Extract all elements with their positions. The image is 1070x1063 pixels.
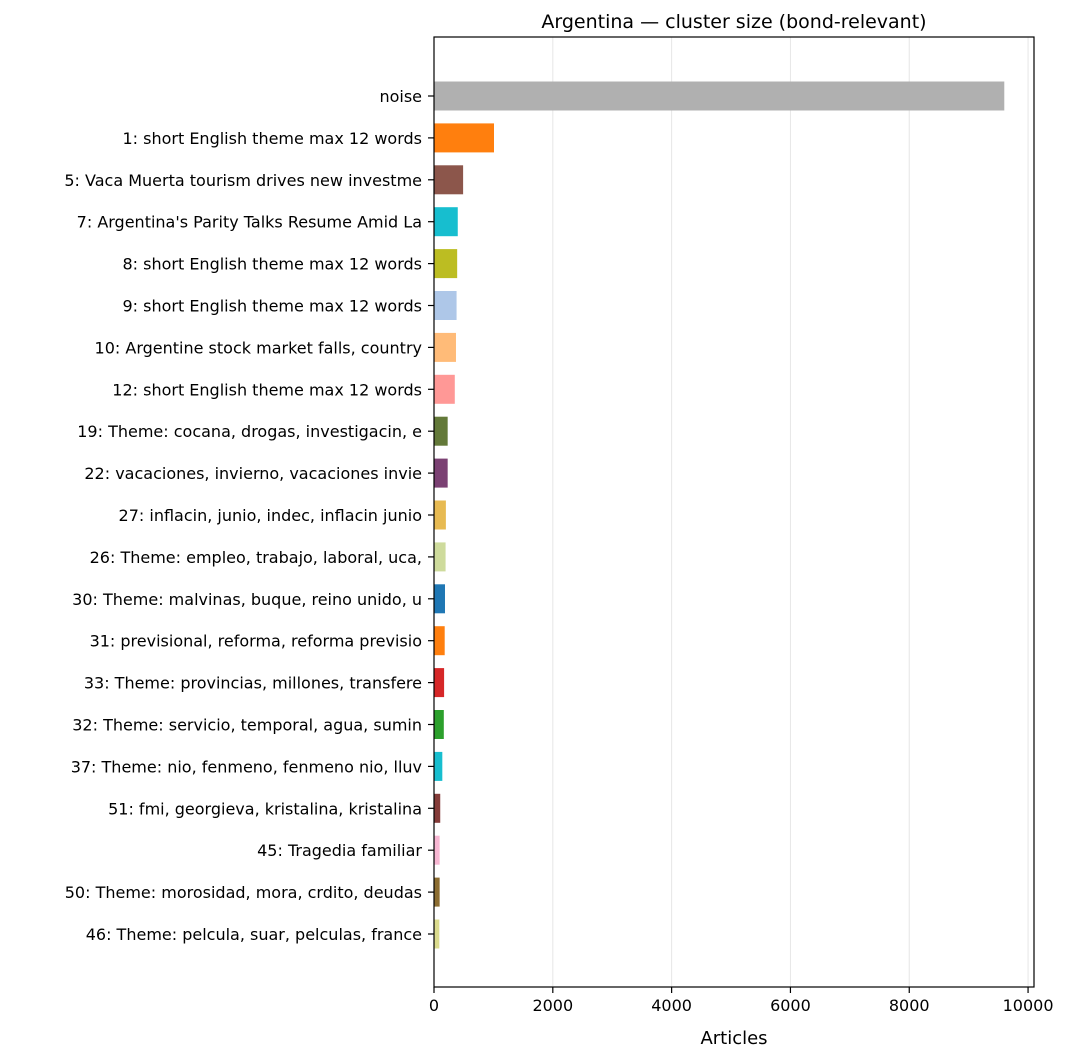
bar: [434, 123, 494, 153]
bar: [434, 81, 1005, 111]
y-tick-label: 1: short English theme max 12 words: [122, 129, 422, 148]
bar: [434, 165, 464, 195]
y-tick-label: 12: short English theme max 12 words: [112, 380, 422, 399]
chart-title: Argentina — cluster size (bond-relevant): [541, 11, 926, 33]
y-tick-label: noise: [379, 87, 422, 106]
bar: [434, 877, 440, 907]
bar: [434, 542, 446, 572]
grid-lines: [552, 37, 1029, 987]
y-tick-label: 45: Tragedia familiar: [257, 841, 422, 860]
bar: [434, 584, 445, 614]
y-tick-label: 10: Argentine stock market falls, countr…: [95, 338, 422, 357]
bar: [434, 374, 455, 404]
y-tick-label: 26: Theme: empleo, trabajo, laboral, uca…: [90, 548, 422, 567]
x-axis-label: Articles: [700, 1028, 767, 1049]
y-tick-label: 31: previsional, reforma, reforma previs…: [90, 632, 422, 651]
y-tick-label: 30: Theme: malvinas, buque, reino unido,…: [72, 590, 422, 609]
x-tick-label: 8000: [889, 996, 930, 1015]
bar: [434, 458, 448, 488]
bar: [434, 710, 444, 739]
x-tick-label: 10000: [1003, 996, 1054, 1015]
y-tick-label: 51: fmi, georgieva, kristalina, kristali…: [108, 799, 422, 818]
bar: [434, 500, 446, 530]
y-tick-label: 7: Argentina's Parity Talks Resume Amid …: [77, 213, 422, 232]
y-tick-label: 5: Vaca Muerta tourism drives new invest…: [64, 171, 422, 190]
y-tick-label: 22: vacaciones, invierno, vacaciones inv…: [84, 464, 422, 483]
bar: [434, 416, 448, 446]
y-tick-label: 50: Theme: morosidad, mora, crdito, deud…: [65, 883, 422, 902]
y-tick-label: 46: Theme: pelcula, suar, pelculas, fran…: [86, 925, 422, 944]
y-tick-label: 32: Theme: servicio, temporal, agua, sum…: [72, 716, 422, 735]
y-tick-label: 19: Theme: cocana, drogas, investigacin,…: [77, 422, 422, 441]
bar: [434, 835, 440, 865]
y-tick-label: 9: short English theme max 12 words: [122, 297, 422, 316]
x-tick-label: 4000: [651, 996, 692, 1015]
bar: [434, 626, 445, 656]
y-tick-label: 27: inflacin, junio, indec, inflacin jun…: [119, 506, 422, 525]
bar: [434, 291, 457, 320]
y-axis: noise 1: short English theme max 12 words…: [64, 87, 434, 944]
bars: [434, 81, 1005, 949]
bar: [434, 751, 443, 781]
x-tick-label: 0: [429, 996, 439, 1015]
bar: [434, 332, 456, 362]
bar: [434, 207, 458, 237]
bar: [434, 793, 441, 823]
x-axis: 0 2000 4000 6000 8000 10000: [429, 987, 1054, 1015]
bar: [434, 919, 440, 949]
bar: [434, 668, 445, 698]
x-tick-label: 6000: [770, 996, 811, 1015]
x-tick-label: 2000: [532, 996, 573, 1015]
y-tick-label: 33: Theme: provincias, millones, transfe…: [84, 674, 422, 693]
y-tick-label: 8: short English theme max 12 words: [122, 255, 422, 274]
plot-frame: [433, 36, 1035, 988]
bar: [434, 249, 458, 279]
y-tick-label: 37: Theme: nio, fenmeno, fenmeno nio, ll…: [71, 757, 422, 776]
